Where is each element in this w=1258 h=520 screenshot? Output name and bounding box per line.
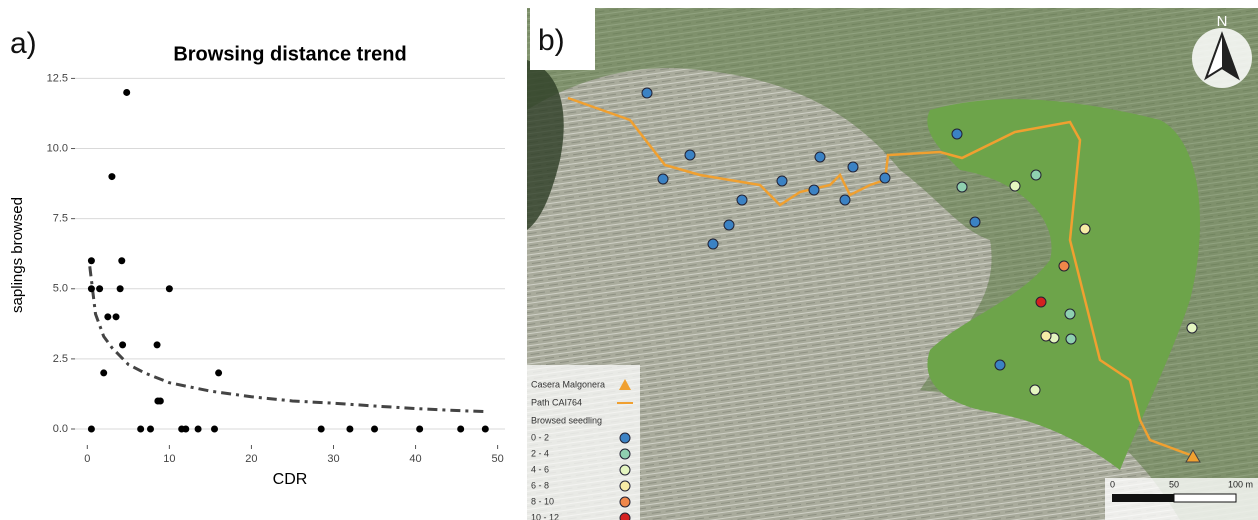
- y-tick-label: 2.5: [53, 353, 68, 365]
- seedling: [1010, 181, 1020, 191]
- seedling: [1059, 261, 1069, 271]
- scale-label: 50: [1169, 479, 1179, 489]
- seedling: [777, 176, 787, 186]
- legend-class-symbol: [620, 513, 630, 520]
- seedling: [1030, 385, 1040, 395]
- point: [88, 257, 95, 264]
- seedling: [952, 129, 962, 139]
- trend-line: [90, 266, 486, 411]
- seedling: [880, 173, 890, 183]
- point: [482, 426, 489, 433]
- figure: N Casera Malgonera Path CAI764 Browsed s…: [0, 0, 1258, 520]
- legend-hut: Casera Malgonera: [531, 379, 605, 389]
- chart: N Casera Malgonera Path CAI764 Browsed s…: [0, 0, 1258, 520]
- map: N Casera Malgonera Path CAI764 Browsed s…: [527, 8, 1258, 520]
- north-label: N: [1217, 13, 1228, 30]
- seedling: [1187, 323, 1197, 333]
- point: [371, 426, 378, 433]
- point: [88, 285, 95, 292]
- point: [182, 426, 189, 433]
- panel-label: a): [10, 27, 37, 60]
- seedling: [1036, 297, 1046, 307]
- x-tick-label: 40: [409, 453, 421, 465]
- seedling: [708, 239, 718, 249]
- point: [211, 426, 218, 433]
- x-tick-label: 30: [327, 453, 339, 465]
- seedling: [685, 150, 695, 160]
- y-tick-label: 7.5: [53, 213, 68, 225]
- legend-path: Path CAI764: [531, 397, 582, 407]
- x-tick-label: 10: [163, 453, 175, 465]
- point: [346, 426, 353, 433]
- point: [117, 285, 124, 292]
- seedling: [970, 217, 980, 227]
- x-tick-label: 50: [491, 453, 503, 465]
- point: [416, 426, 423, 433]
- legend-class-label: 10 - 12: [531, 512, 559, 520]
- seedling: [1041, 331, 1051, 341]
- point: [195, 426, 202, 433]
- seedling: [1066, 334, 1076, 344]
- seedling: [724, 220, 734, 230]
- panel-label: b): [538, 24, 565, 57]
- point: [154, 341, 161, 348]
- point: [118, 257, 125, 264]
- legend-class-symbol: [620, 497, 630, 507]
- scale-bar-black: [1112, 494, 1174, 502]
- legend-class-label: 2 - 4: [531, 448, 549, 458]
- scale-bar-white: [1174, 494, 1236, 502]
- legend-class-label: 0 - 2: [531, 432, 549, 442]
- scale-label: 0: [1110, 479, 1115, 489]
- legend-class-label: 4 - 6: [531, 464, 549, 474]
- point: [113, 313, 120, 320]
- seedling: [1065, 309, 1075, 319]
- point: [88, 426, 95, 433]
- seedling: [995, 360, 1005, 370]
- point: [147, 426, 154, 433]
- chart-title: Browsing distance trend: [173, 43, 406, 65]
- seedling: [1080, 224, 1090, 234]
- point: [137, 426, 144, 433]
- point: [119, 341, 126, 348]
- seedling: [1031, 170, 1041, 180]
- point: [215, 369, 222, 376]
- y-tick-label: 12.5: [47, 72, 68, 84]
- x-tick-label: 20: [245, 453, 257, 465]
- x-tick-label: 0: [84, 453, 90, 465]
- seedling: [957, 182, 967, 192]
- seedling: [658, 174, 668, 184]
- y-axis-label: saplings browsed: [9, 197, 26, 313]
- point: [157, 397, 164, 404]
- legend-class-label: 8 - 10: [531, 496, 554, 506]
- seedling: [642, 88, 652, 98]
- legend-title: Browsed seedling: [531, 415, 602, 425]
- seedling: [840, 195, 850, 205]
- legend-class-symbol: [620, 433, 630, 443]
- legend-class-symbol: [620, 449, 630, 459]
- scale-label: 100 m: [1228, 479, 1253, 489]
- seedling: [737, 195, 747, 205]
- point: [123, 89, 130, 96]
- y-tick-label: 10.0: [47, 142, 68, 154]
- y-tick-label: 5.0: [53, 283, 68, 295]
- legend-class-symbol: [620, 481, 630, 491]
- point: [457, 426, 464, 433]
- y-tick-label: 0.0: [53, 423, 68, 435]
- point: [104, 313, 111, 320]
- point: [166, 285, 173, 292]
- seedling: [848, 162, 858, 172]
- point: [108, 173, 115, 180]
- point: [100, 369, 107, 376]
- seedling: [815, 152, 825, 162]
- seedling: [809, 185, 819, 195]
- point: [96, 285, 103, 292]
- legend-class-label: 6 - 8: [531, 480, 549, 490]
- legend-class-symbol: [620, 465, 630, 475]
- x-axis-label: CDR: [273, 471, 308, 488]
- point: [318, 426, 325, 433]
